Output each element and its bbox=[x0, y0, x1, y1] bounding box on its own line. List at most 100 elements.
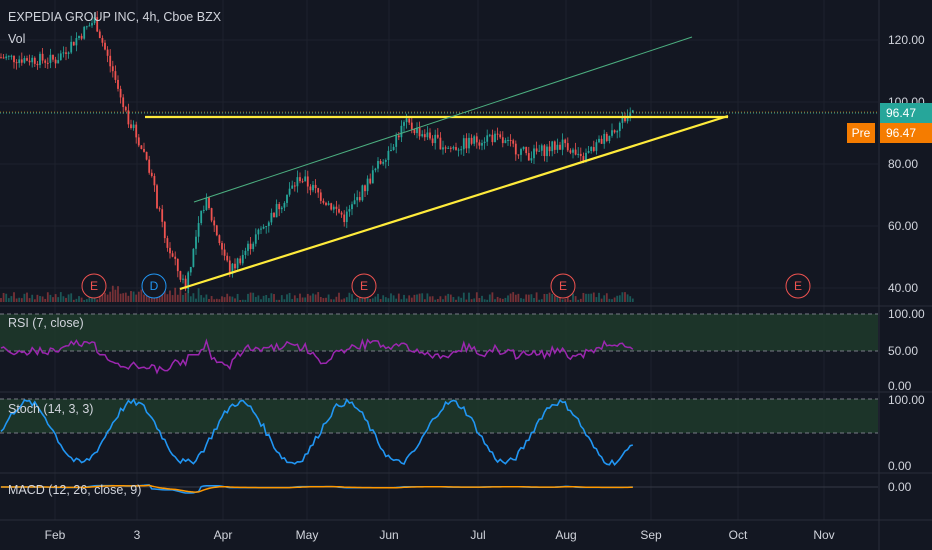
volume-bar bbox=[122, 293, 125, 302]
dividend-event-icon[interactable]: D bbox=[141, 273, 167, 299]
rsi-label[interactable]: RSI (7, close) bbox=[8, 316, 84, 330]
volume-bar bbox=[624, 292, 626, 302]
svg-text:D: D bbox=[150, 279, 159, 293]
candle-body bbox=[10, 55, 13, 57]
volume-bar bbox=[171, 295, 174, 302]
candle-body bbox=[361, 185, 364, 201]
volume-bar bbox=[249, 292, 252, 302]
candle-body bbox=[130, 124, 132, 129]
volume-bar bbox=[348, 292, 351, 302]
earnings-event-icon[interactable]: E bbox=[351, 273, 377, 299]
svg-text:E: E bbox=[559, 279, 567, 293]
volume-bar bbox=[356, 297, 359, 302]
volume-bar bbox=[104, 292, 106, 302]
volume-bar bbox=[197, 288, 200, 302]
volume-bar bbox=[111, 285, 114, 302]
candle-body bbox=[317, 188, 320, 193]
volume-bar bbox=[309, 295, 312, 302]
candle-body bbox=[319, 192, 322, 201]
volume-bar bbox=[96, 299, 99, 302]
candle-body bbox=[486, 135, 489, 142]
earnings-event-icon[interactable]: E bbox=[785, 273, 811, 299]
volume-bar bbox=[312, 293, 314, 302]
candle-body bbox=[49, 54, 52, 63]
candle-body bbox=[366, 178, 369, 192]
candle-body bbox=[566, 143, 569, 151]
volume-bar bbox=[465, 299, 468, 302]
volume-bar bbox=[210, 296, 213, 302]
earnings-event-icon[interactable]: E bbox=[81, 273, 107, 299]
volume-bar bbox=[262, 295, 265, 302]
candle-body bbox=[83, 26, 86, 39]
volume-bar bbox=[351, 294, 353, 302]
macd-label[interactable]: MACD (12, 26, close, 9) bbox=[8, 483, 142, 497]
volume-bar bbox=[10, 296, 13, 302]
volume-bar bbox=[166, 294, 169, 302]
volume-bar bbox=[296, 298, 299, 302]
candle-body bbox=[577, 153, 580, 155]
volume-bar bbox=[93, 297, 96, 302]
candle-body bbox=[312, 184, 314, 191]
candle-body bbox=[293, 185, 296, 187]
candle-body bbox=[241, 254, 244, 264]
candle-body bbox=[208, 197, 210, 209]
candle-body bbox=[514, 143, 517, 155]
candle-body bbox=[501, 137, 504, 144]
volume-bar bbox=[587, 293, 590, 302]
candle-body bbox=[379, 160, 382, 164]
volume-bar bbox=[75, 298, 78, 302]
candle-body bbox=[153, 175, 156, 186]
candle-body bbox=[286, 194, 288, 203]
volume-bar bbox=[236, 293, 239, 302]
candle-body bbox=[475, 136, 478, 143]
upper-channel-line[interactable] bbox=[193, 36, 693, 203]
volume-label[interactable]: Vol bbox=[8, 32, 26, 46]
candle-body bbox=[358, 197, 361, 201]
time-tick: Feb bbox=[45, 528, 66, 542]
candle-body bbox=[192, 248, 195, 267]
candle-body bbox=[254, 234, 257, 244]
volume-bar bbox=[49, 294, 52, 302]
volume-bar bbox=[468, 292, 470, 302]
candle-body bbox=[145, 151, 148, 160]
earnings-event-icon[interactable]: E bbox=[550, 273, 576, 299]
volume-bar bbox=[46, 292, 49, 302]
candle-body bbox=[400, 125, 403, 138]
volume-bar bbox=[457, 296, 460, 302]
candle-body bbox=[140, 145, 143, 149]
volume-bar bbox=[569, 299, 572, 302]
volume-bar bbox=[88, 293, 91, 302]
time-tick: Apr bbox=[214, 528, 233, 542]
volume-bar bbox=[280, 295, 283, 302]
volume-bar bbox=[7, 298, 10, 302]
stoch-tick: 100.00 bbox=[888, 393, 925, 407]
stoch-label[interactable]: Stoch (14, 3, 3) bbox=[8, 402, 94, 416]
volume-bar bbox=[18, 297, 21, 302]
volume-bar bbox=[54, 294, 57, 302]
candle-body bbox=[26, 58, 28, 61]
stoch-tick: 0.00 bbox=[888, 459, 912, 473]
candle-body bbox=[98, 31, 101, 39]
candle-body bbox=[340, 212, 343, 215]
volume-bar bbox=[616, 295, 619, 302]
chart-title[interactable]: EXPEDIA GROUP INC, 4h, Cboe BZX bbox=[8, 10, 222, 24]
candle-body bbox=[525, 146, 528, 154]
candle-body bbox=[491, 134, 494, 143]
support-trendline[interactable] bbox=[179, 114, 729, 291]
volume-bar bbox=[436, 299, 439, 302]
rsi-band bbox=[0, 314, 878, 351]
volume-bar bbox=[257, 295, 260, 302]
rsi-tick: 100.00 bbox=[888, 307, 925, 321]
volume-bar bbox=[132, 291, 135, 302]
volume-bar bbox=[522, 298, 525, 302]
candle-body bbox=[405, 118, 408, 123]
candle-body bbox=[499, 134, 502, 138]
volume-bar bbox=[551, 294, 554, 302]
candle-body bbox=[215, 225, 218, 236]
price-tick: 80.00 bbox=[888, 157, 918, 171]
volume-bar bbox=[340, 299, 343, 302]
volume-bar bbox=[44, 298, 47, 302]
volume-bar bbox=[405, 298, 408, 302]
volume-bar bbox=[135, 294, 138, 302]
